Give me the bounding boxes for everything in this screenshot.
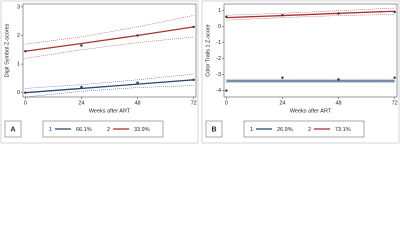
data-point [393,76,396,79]
x-tick-label: 24 [279,100,285,106]
ci-line [25,85,194,98]
legend-name: 1 [250,127,253,133]
data-point [80,44,83,47]
panel-label-box [205,120,223,138]
y-tick-label: 3 [17,4,20,10]
chart: 0 1 2 3 0 24 48 72 Weeks after ART Digit Symbol Z… [0,0,400,144]
fit-line [25,26,194,52]
x-tick-label: 48 [134,100,140,106]
data-point [281,14,284,17]
legend-name: 1 [49,127,52,133]
plot-area [223,3,398,98]
legend-box [243,120,365,138]
data-point [80,85,83,89]
y-tick-label: 1 [218,8,221,14]
y-tick-label: 1 [17,62,20,68]
panel-label-box [4,120,22,138]
legend-name: 2 [107,127,110,133]
panel-frame [0,0,199,144]
panel-label: A [10,126,15,133]
fit-line [25,79,194,94]
y-tick-label: -2 [216,56,221,62]
legend-percent: 73.1% [335,127,351,133]
y-axis-label: Digit Symbol Z-scores [4,23,10,77]
data-point [24,50,27,53]
legend-percent: 26.9% [277,127,293,133]
panel-frame [201,0,400,144]
legend-percent: 33.9% [134,127,150,133]
data-point [24,91,27,94]
data-point [136,34,139,37]
x-tick-label: 0 [225,100,228,106]
x-axis-label: Weeks after ART [290,108,332,114]
ci-line [25,73,194,89]
x-tick-label: 72 [191,100,197,106]
ci-line [25,36,194,59]
y-tick-label: -3 [216,72,221,78]
data-point [136,81,139,84]
panel-label: B [211,126,216,133]
data-point [337,78,340,81]
ci-line [25,15,194,45]
x-tick-label: 24 [78,100,84,106]
x-tick-label: 48 [335,100,341,106]
y-tick-label: -1 [216,40,221,46]
plot-area [22,3,197,98]
data-point [225,89,228,92]
ci-line [226,14,395,21]
ci-line [226,7,395,16]
y-tick-label: 0 [17,90,20,96]
x-axis-label: Weeks after ART [89,108,131,114]
data-point [225,15,228,19]
legend-name: 2 [308,127,311,133]
y-tick-label: 0 [218,24,221,30]
data-point [337,12,340,15]
legend-percent: 66.1% [76,127,92,133]
x-tick-label: 0 [24,100,27,106]
data-point [192,78,195,82]
y-tick-label: -4 [216,88,221,94]
data-point [393,10,396,14]
x-tick-label: 72 [392,100,398,106]
fit-line [226,10,395,19]
legend-box [42,120,164,138]
y-axis-label: Color Trails 1 Z-score [205,24,211,77]
data-point [281,76,284,79]
y-tick-label: 2 [17,33,20,39]
data-point [192,25,195,29]
